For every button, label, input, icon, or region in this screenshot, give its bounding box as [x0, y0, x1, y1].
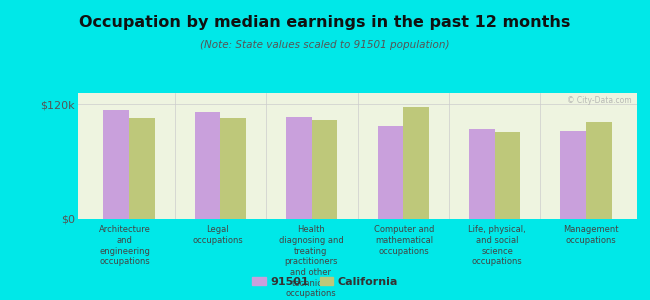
Text: © City-Data.com: © City-Data.com [567, 95, 631, 104]
Text: Legal
occupations: Legal occupations [192, 225, 243, 245]
Bar [312, 120, 337, 219]
Text: Occupation by median earnings in the past 12 months: Occupation by median earnings in the pas… [79, 15, 571, 30]
Legend: 91501, California: 91501, California [248, 273, 402, 291]
Bar [403, 107, 429, 219]
Bar [103, 110, 129, 219]
Bar [469, 129, 495, 219]
Bar [495, 132, 520, 219]
Text: Architecture
and
engineering
occupations: Architecture and engineering occupations [99, 225, 151, 266]
Bar [129, 118, 155, 219]
Bar [586, 122, 612, 219]
Text: Computer and
mathematical
occupations: Computer and mathematical occupations [374, 225, 434, 256]
Text: (Note: State values scaled to 91501 population): (Note: State values scaled to 91501 popu… [200, 40, 450, 50]
Bar [220, 118, 246, 219]
Bar [195, 112, 220, 219]
Text: Health
diagnosing and
treating
practitioners
and other
technical
occupations: Health diagnosing and treating practitio… [279, 225, 343, 298]
Bar [286, 117, 312, 219]
Bar [560, 131, 586, 219]
Bar [378, 126, 403, 219]
Text: Life, physical,
and social
science
occupations: Life, physical, and social science occup… [469, 225, 526, 266]
Text: Management
occupations: Management occupations [563, 225, 618, 245]
